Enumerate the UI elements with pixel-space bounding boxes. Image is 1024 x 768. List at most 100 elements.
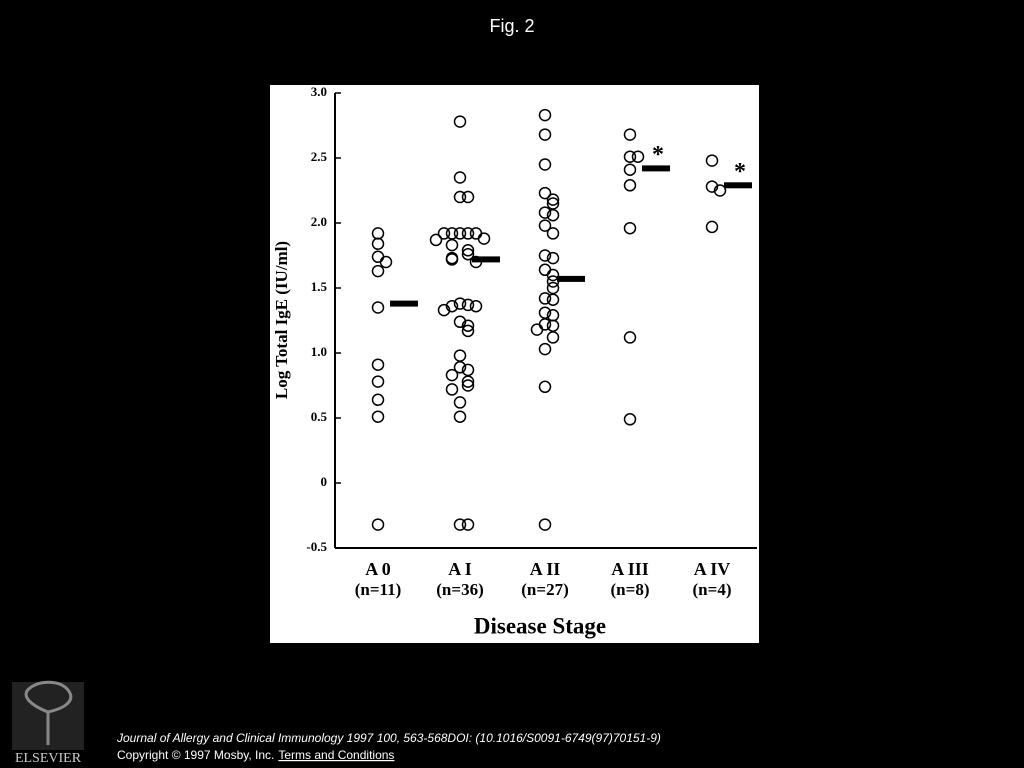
- data-point: [371, 393, 385, 407]
- data-point: [705, 220, 719, 234]
- y-tick-label: 2.5: [311, 149, 328, 164]
- logo-text: ELSEVIER: [15, 751, 82, 766]
- copyright-text: Copyright © 1997 Mosby, Inc.: [117, 748, 274, 762]
- category-label: A I: [448, 559, 472, 579]
- data-point: [453, 396, 467, 409]
- data-point: [461, 298, 475, 312]
- data-point: [538, 380, 552, 394]
- data-point: [469, 299, 483, 313]
- category-label: A III: [611, 559, 649, 579]
- count-label: (n=4): [693, 580, 732, 599]
- data-point: [538, 186, 552, 200]
- slide-title: Fig. 2: [489, 16, 534, 36]
- data-point: [623, 128, 637, 141]
- data-point: [546, 293, 560, 306]
- data-point: [546, 227, 560, 240]
- category-label: A IV: [694, 559, 731, 579]
- data-point: [461, 518, 475, 531]
- y-axis-label: Log Total IgE (IU/ml): [272, 241, 291, 399]
- data-point: [623, 179, 637, 192]
- data-point: [371, 410, 385, 423]
- data-point: [538, 292, 552, 305]
- median-bar: [557, 275, 585, 282]
- data-point: [546, 193, 560, 206]
- data-point: [538, 206, 552, 219]
- data-point: [445, 368, 459, 382]
- data-point: [453, 361, 467, 374]
- data-point: [631, 150, 645, 163]
- data-point: [546, 208, 560, 222]
- data-point: [453, 171, 467, 184]
- data-point: [546, 251, 560, 265]
- significance-mark: *: [734, 159, 746, 185]
- data-point: [445, 299, 459, 313]
- data-point: [371, 375, 385, 388]
- data-point: [453, 115, 467, 128]
- data-point: [453, 518, 467, 531]
- copyright: Copyright © 1997 Mosby, Inc. Terms and Co…: [117, 748, 394, 762]
- count-label: (n=36): [436, 580, 483, 599]
- data-point: [546, 268, 560, 282]
- data-point: [623, 413, 637, 426]
- count-label: (n=8): [611, 580, 650, 599]
- data-point: [437, 303, 451, 317]
- data-point: [705, 154, 719, 167]
- data-point: [538, 342, 552, 356]
- data-point: [538, 128, 552, 141]
- y-tick-label: 0.5: [311, 409, 328, 424]
- data-point: [453, 315, 467, 329]
- y-tick-label: 0: [321, 474, 328, 489]
- data-point: [538, 249, 552, 262]
- data-point: [538, 108, 552, 122]
- y-tick-label: -0.5: [306, 539, 327, 554]
- logo: ELSEVIER: [12, 680, 84, 766]
- data-point: [538, 518, 552, 531]
- data-point: [530, 323, 544, 336]
- logo-tree-shape: [24, 680, 73, 745]
- data-point: [371, 358, 385, 371]
- data-point: [437, 227, 451, 240]
- y-tick-label: 2.0: [311, 214, 327, 229]
- data-point: [445, 238, 459, 252]
- data-point: [445, 383, 459, 396]
- data-point: [371, 237, 385, 251]
- data-point: [623, 150, 637, 163]
- data-point: [546, 331, 560, 344]
- y-tick-label: 1.0: [311, 344, 327, 359]
- median-bar: [390, 300, 418, 307]
- x-axis-label: Disease Stage: [474, 613, 606, 638]
- data-point: [453, 190, 467, 204]
- data-point: [623, 163, 637, 176]
- data-point: [623, 221, 637, 235]
- data-point: [429, 233, 443, 247]
- data-point: [461, 319, 475, 332]
- data-point: [477, 232, 491, 245]
- median-bar: [642, 165, 670, 172]
- count-label: (n=11): [355, 580, 402, 599]
- data-point: [461, 227, 475, 240]
- significance-mark: *: [652, 142, 664, 168]
- data-point: [461, 247, 475, 261]
- citation: Journal of Allergy and Clinical Immunolo…: [116, 731, 661, 745]
- data-point: [461, 375, 475, 388]
- data-point: [379, 255, 393, 269]
- data-point: [461, 244, 475, 257]
- data-point: [371, 264, 385, 278]
- data-point: [705, 180, 719, 193]
- plot: 3.0 2.5 2.0 1.5 1.0 0.5 0 -0.5 A 0(n=11) A I(n=36…: [306, 84, 757, 599]
- category-label: A 0: [365, 559, 391, 579]
- data-point: [445, 253, 459, 266]
- y-tick-label: 3.0: [311, 84, 327, 99]
- data-point: [538, 219, 552, 232]
- data-point: [371, 518, 385, 531]
- category-label: A II: [530, 559, 561, 579]
- y-tick-label: 1.5: [311, 279, 328, 294]
- median-bar: [472, 256, 500, 263]
- terms-link[interactable]: Terms and Conditions: [278, 748, 394, 762]
- data-point: [461, 324, 475, 338]
- data-point: [461, 190, 475, 204]
- data-point: [623, 331, 637, 344]
- data-point: [453, 297, 467, 310]
